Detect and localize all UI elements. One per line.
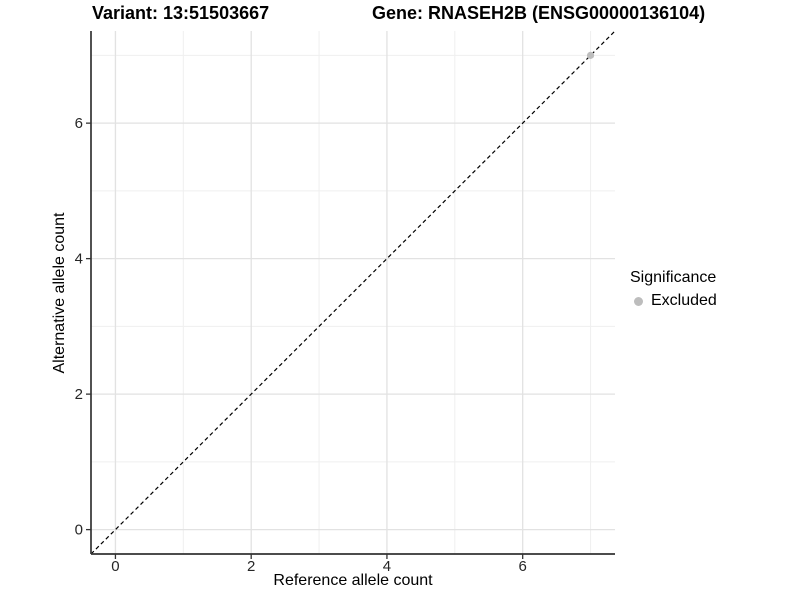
gene-title: Gene: RNASEH2B (ENSG00000136104) [372,3,706,23]
legend-title: Significance [630,269,717,286]
x-tick-label: 2 [247,558,255,575]
variant-title: Variant: 13:51503667 [92,3,270,23]
legend-point-icon [634,296,643,306]
legend-item-label: Excluded [651,292,717,309]
y-tick-label: 2 [75,386,83,403]
legend-item-excluded: Excluded [630,292,717,310]
y-tick-label: 4 [75,251,83,268]
x-tick-label: 4 [383,558,391,575]
x-axis-title: Reference allele count [273,572,433,589]
y-axis-title: Alternative allele count [51,212,68,374]
identity-reference-line [90,30,616,555]
x-tick-label: 6 [519,558,527,575]
x-tick-label: 0 [111,558,119,575]
y-tick-label: 6 [75,115,83,132]
data-point [586,51,595,59]
y-tick-label: 0 [75,522,83,539]
legend: Significance Excluded [630,269,717,310]
